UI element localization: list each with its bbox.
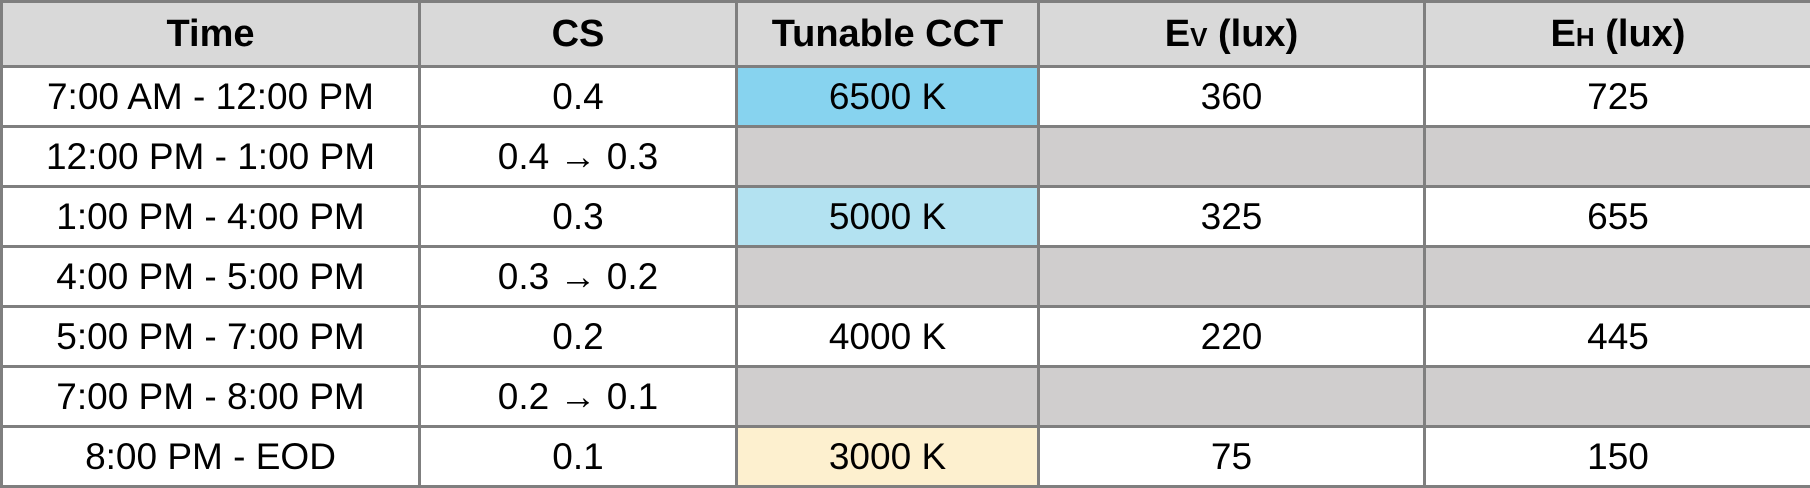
cell-ev: 75 — [1037, 425, 1426, 488]
header-ev-sub: V — [1190, 21, 1208, 52]
header-eh: EH (lux) — [1423, 0, 1810, 68]
cell-cs: 0.4 → 0.3 — [418, 125, 738, 188]
cell-cct: 5000 K — [735, 185, 1040, 248]
cell-cs: 0.1 — [418, 425, 738, 488]
table-row: 7:00 AM - 12:00 PM 0.4 6500 K 360 725 — [0, 65, 1810, 128]
cell-time: 7:00 PM - 8:00 PM — [0, 365, 421, 428]
cell-time: 7:00 AM - 12:00 PM — [0, 65, 421, 128]
header-tunable-cct: Tunable CCT — [735, 0, 1040, 68]
cell-cs: 0.3 → 0.2 — [418, 245, 738, 308]
cell-ev: 325 — [1037, 185, 1426, 248]
header-eh-sub: H — [1575, 21, 1595, 52]
cell-cct — [735, 365, 1040, 428]
cell-eh: 445 — [1423, 305, 1810, 368]
cell-eh: 655 — [1423, 185, 1810, 248]
cell-eh — [1423, 245, 1810, 308]
cell-eh: 725 — [1423, 65, 1810, 128]
header-ev-main: E — [1164, 12, 1191, 55]
cell-cs: 0.2 — [418, 305, 738, 368]
cell-time: 8:00 PM - EOD — [0, 425, 421, 488]
cell-cs: 0.3 — [418, 185, 738, 248]
cell-cct: 6500 K — [735, 65, 1040, 128]
cell-eh: 150 — [1423, 425, 1810, 488]
cell-ev: 220 — [1037, 305, 1426, 368]
cell-eh — [1423, 365, 1810, 428]
cell-time: 5:00 PM - 7:00 PM — [0, 305, 421, 368]
cell-time: 4:00 PM - 5:00 PM — [0, 245, 421, 308]
cell-ev — [1037, 125, 1426, 188]
table-row: 1:00 PM - 4:00 PM 0.3 5000 K 325 655 — [0, 185, 1810, 248]
cell-time: 1:00 PM - 4:00 PM — [0, 185, 421, 248]
header-ev: EV (lux) — [1037, 0, 1426, 68]
table-row: 7:00 PM - 8:00 PM 0.2 → 0.1 — [0, 365, 1810, 428]
cell-cct: 3000 K — [735, 425, 1040, 488]
cell-eh — [1423, 125, 1810, 188]
header-eh-main: E — [1550, 12, 1576, 55]
cell-cct — [735, 245, 1040, 308]
header-eh-unit: (lux) — [1594, 12, 1686, 55]
table-row: 12:00 PM - 1:00 PM 0.4 → 0.3 — [0, 125, 1810, 188]
cell-time: 12:00 PM - 1:00 PM — [0, 125, 421, 188]
header-cs: CS — [418, 0, 738, 68]
cell-ev — [1037, 365, 1426, 428]
cell-ev — [1037, 245, 1426, 308]
cell-cct — [735, 125, 1040, 188]
header-ev-unit: (lux) — [1207, 12, 1299, 55]
table-row: 4:00 PM - 5:00 PM 0.3 → 0.2 — [0, 245, 1810, 308]
header-time: Time — [0, 0, 421, 68]
cell-cs: 0.2 → 0.1 — [418, 365, 738, 428]
table-row: 5:00 PM - 7:00 PM 0.2 4000 K 220 445 — [0, 305, 1810, 368]
cell-ev: 360 — [1037, 65, 1426, 128]
cell-cct: 4000 K — [735, 305, 1040, 368]
cell-cs: 0.4 — [418, 65, 738, 128]
header-row: Time CS Tunable CCT EV (lux) EH (lux) — [0, 0, 1810, 68]
table-row: 8:00 PM - EOD 0.1 3000 K 75 150 — [0, 425, 1810, 488]
